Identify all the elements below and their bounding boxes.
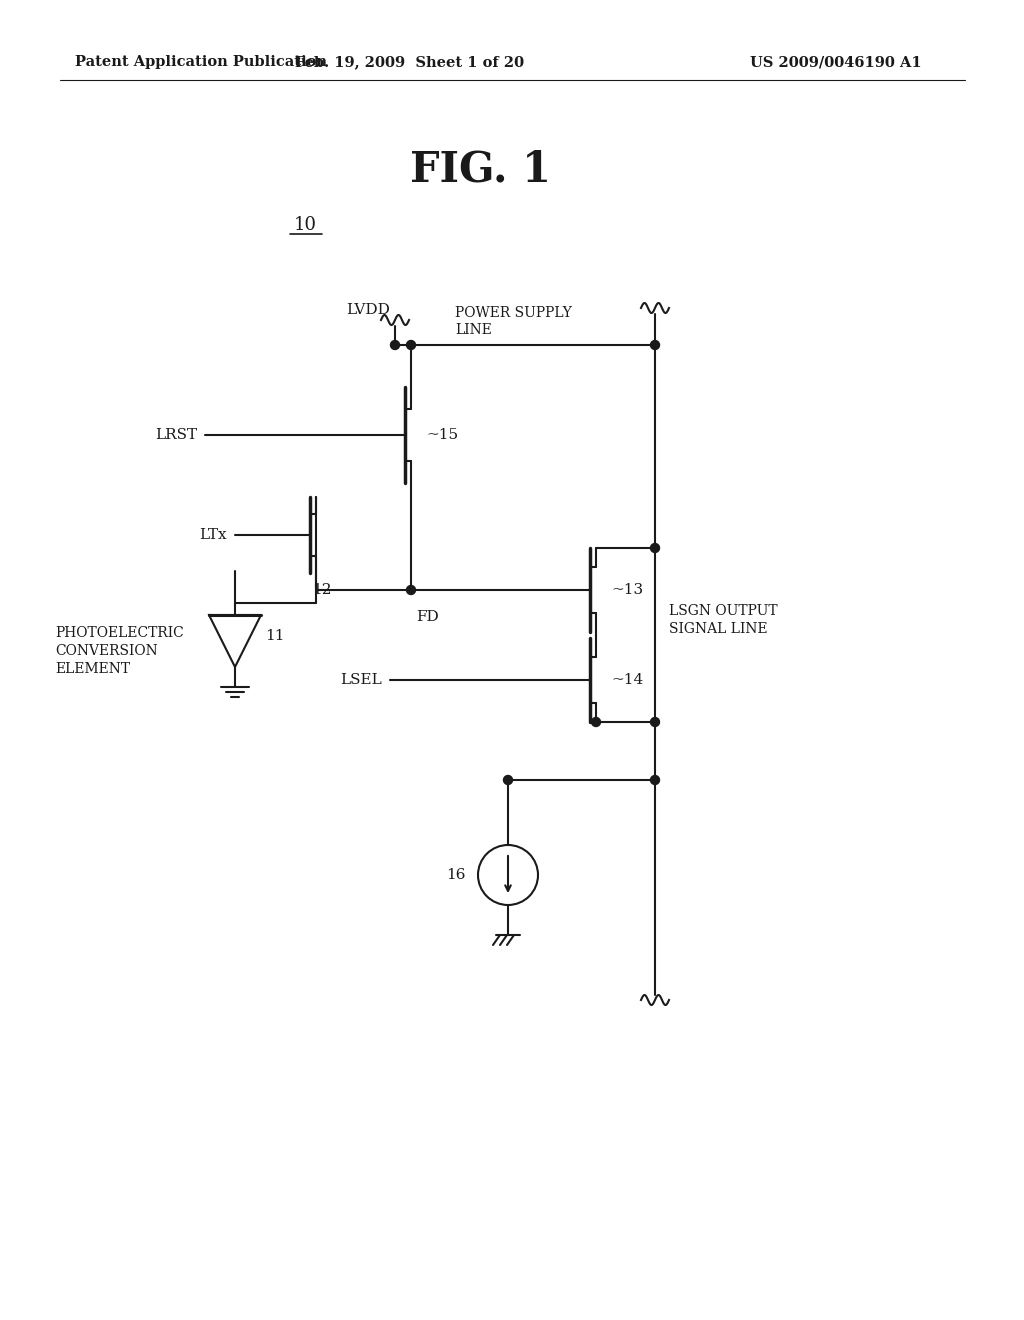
Circle shape bbox=[650, 341, 659, 350]
Circle shape bbox=[407, 341, 416, 350]
Text: Patent Application Publication: Patent Application Publication bbox=[75, 55, 327, 69]
Text: FD: FD bbox=[416, 610, 438, 624]
Text: PHOTOELECTRIC
CONVERSION
ELEMENT: PHOTOELECTRIC CONVERSION ELEMENT bbox=[55, 626, 183, 676]
Text: ~13: ~13 bbox=[611, 583, 643, 597]
Circle shape bbox=[390, 341, 399, 350]
Text: Feb. 19, 2009  Sheet 1 of 20: Feb. 19, 2009 Sheet 1 of 20 bbox=[296, 55, 524, 69]
Text: ~15: ~15 bbox=[426, 428, 458, 442]
Text: LTx: LTx bbox=[200, 528, 227, 543]
Circle shape bbox=[650, 718, 659, 726]
Circle shape bbox=[504, 776, 512, 784]
Text: 16: 16 bbox=[446, 869, 466, 882]
Text: 10: 10 bbox=[294, 216, 316, 234]
Text: FIG. 1: FIG. 1 bbox=[410, 149, 551, 191]
Circle shape bbox=[407, 586, 416, 594]
Text: LVDD: LVDD bbox=[346, 304, 390, 317]
Text: 11: 11 bbox=[265, 630, 285, 643]
Circle shape bbox=[650, 776, 659, 784]
Circle shape bbox=[650, 544, 659, 553]
Text: US 2009/0046190 A1: US 2009/0046190 A1 bbox=[750, 55, 922, 69]
Text: 12: 12 bbox=[312, 583, 332, 597]
Circle shape bbox=[592, 718, 600, 726]
Text: LRST: LRST bbox=[155, 428, 197, 442]
Text: LSGN OUTPUT
SIGNAL LINE: LSGN OUTPUT SIGNAL LINE bbox=[669, 603, 777, 636]
Text: POWER SUPPLY
LINE: POWER SUPPLY LINE bbox=[455, 306, 571, 337]
Text: LSEL: LSEL bbox=[340, 673, 382, 686]
Text: ~14: ~14 bbox=[611, 673, 643, 686]
